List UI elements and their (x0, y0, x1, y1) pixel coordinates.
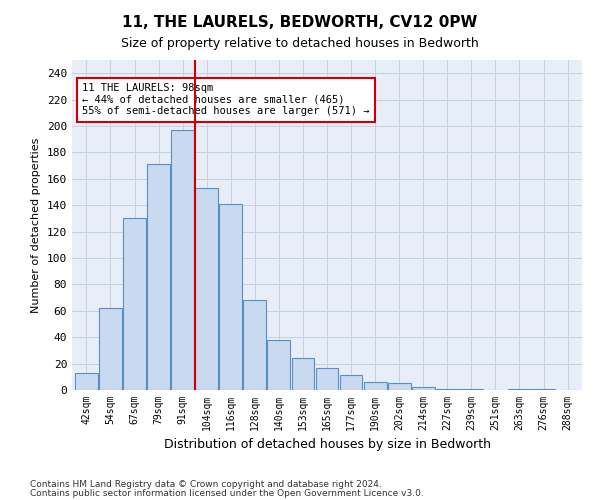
Text: Contains HM Land Registry data © Crown copyright and database right 2024.: Contains HM Land Registry data © Crown c… (30, 480, 382, 489)
Text: 11 THE LAURELS: 98sqm
← 44% of detached houses are smaller (465)
55% of semi-det: 11 THE LAURELS: 98sqm ← 44% of detached … (82, 83, 370, 116)
Text: Contains public sector information licensed under the Open Government Licence v3: Contains public sector information licen… (30, 488, 424, 498)
Bar (436, 388, 459, 390)
Bar (316, 368, 338, 390)
Bar (123, 218, 146, 390)
Bar (340, 376, 362, 390)
Bar (460, 388, 483, 390)
Bar (412, 388, 434, 390)
Bar (99, 308, 122, 390)
Bar (147, 164, 170, 390)
Bar (532, 388, 555, 390)
Bar (220, 204, 242, 390)
Bar (268, 340, 290, 390)
X-axis label: Distribution of detached houses by size in Bedworth: Distribution of detached houses by size … (163, 438, 491, 452)
Y-axis label: Number of detached properties: Number of detached properties (31, 138, 41, 312)
Bar (508, 388, 531, 390)
Text: 11, THE LAURELS, BEDWORTH, CV12 0PW: 11, THE LAURELS, BEDWORTH, CV12 0PW (122, 15, 478, 30)
Bar (75, 373, 98, 390)
Bar (195, 188, 218, 390)
Bar (244, 300, 266, 390)
Bar (388, 384, 410, 390)
Bar (171, 130, 194, 390)
Bar (364, 382, 386, 390)
Text: Size of property relative to detached houses in Bedworth: Size of property relative to detached ho… (121, 38, 479, 51)
Bar (292, 358, 314, 390)
